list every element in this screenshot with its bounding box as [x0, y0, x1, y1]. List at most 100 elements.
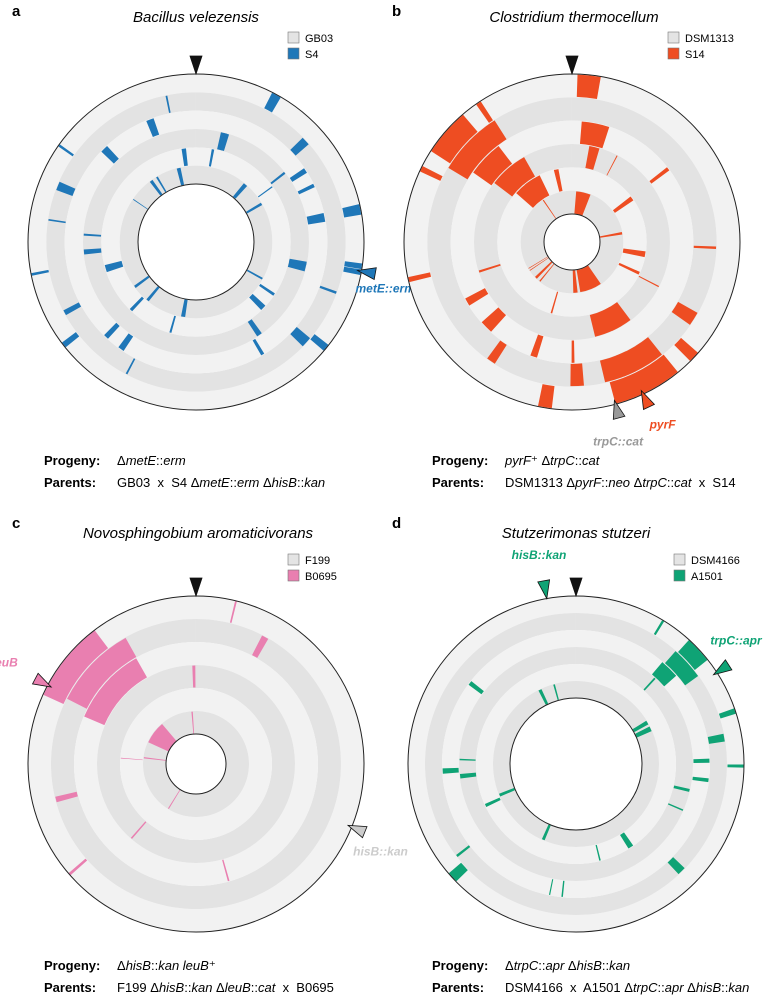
genome-segment — [48, 218, 66, 224]
genome-segment — [459, 758, 476, 761]
genotype-run: :: — [230, 475, 237, 490]
genome-segment — [344, 261, 363, 270]
legend-label: S4 — [305, 49, 318, 61]
genome-segment — [252, 635, 269, 658]
panel-letter: c — [12, 515, 20, 532]
genome-segment — [143, 757, 166, 761]
genome-segment — [165, 95, 171, 113]
parents-label: Parents: — [432, 980, 484, 995]
genome-segment — [468, 681, 484, 695]
genome-segment — [181, 148, 188, 167]
genome-segment — [120, 757, 143, 761]
legend-label: GB03 — [305, 33, 333, 45]
genome-segment — [246, 202, 263, 214]
progeny-label: Progeny: — [432, 958, 488, 973]
genotype-run: apr — [665, 980, 684, 995]
genome-ring-plot — [403, 73, 741, 411]
genome-segment — [516, 175, 550, 208]
position-marker — [569, 577, 583, 598]
genotype-run: trpC — [514, 958, 539, 973]
genome-segment — [67, 637, 137, 709]
genome-segment — [431, 114, 478, 164]
legend-swatch — [673, 569, 686, 582]
genome-ring-plot — [407, 595, 745, 933]
genome-segment — [343, 266, 362, 276]
genome-segment — [718, 708, 736, 719]
genome-segment — [246, 269, 263, 280]
genome-center — [543, 213, 601, 271]
genome-segment — [456, 845, 471, 857]
genome-segment — [538, 689, 549, 705]
genome-segment — [290, 137, 309, 156]
parents-genotype: F199 ΔhisB::kan ΔleuB::cat x B0695 — [117, 980, 334, 995]
genome-segment — [599, 337, 662, 383]
position-marker — [189, 55, 203, 76]
marker-label: hisB::kan — [353, 845, 408, 859]
genome-track — [119, 688, 272, 841]
genome-segment — [571, 340, 575, 363]
marker-label: leuB — [0, 656, 18, 670]
genotype-run: x B0695 — [275, 980, 334, 995]
genome-segment — [528, 256, 548, 269]
genome-segment — [622, 832, 634, 847]
genome-ring-plot — [27, 73, 365, 411]
genome-segment — [84, 658, 147, 726]
genome-segment — [481, 307, 507, 332]
legend-swatch — [667, 47, 680, 60]
genotype-run: Δ — [684, 980, 697, 995]
progeny-label: Progeny: — [432, 453, 488, 468]
legend-swatch — [287, 569, 300, 582]
genotype-run: DSM4166 x A1501 Δ — [505, 980, 633, 995]
genome-segment — [63, 302, 82, 316]
genome-segment — [229, 601, 237, 623]
genome-segment — [83, 248, 102, 255]
genotype-run: hisB — [159, 980, 185, 995]
genome-segment — [448, 122, 504, 180]
genome-segment — [31, 269, 49, 276]
genotype-run: pyrF — [574, 475, 602, 490]
marker-label: pyrF — [649, 418, 677, 432]
genome-segment — [169, 315, 176, 333]
genotype-run: GB03 x S4 Δ — [117, 475, 200, 490]
genome-segment — [678, 640, 708, 670]
genome-segment — [83, 233, 102, 237]
legend-swatch — [287, 31, 300, 44]
genome-segment — [181, 299, 188, 318]
genome-segment — [104, 260, 124, 273]
genome-center — [509, 697, 643, 831]
genotype-run: :: — [251, 980, 258, 995]
genome-segment — [667, 857, 685, 875]
genome-segment — [146, 286, 160, 302]
genome-segment — [649, 167, 670, 184]
genome-segment — [62, 332, 80, 348]
marker-group: leuBhisB::kan — [0, 577, 408, 859]
progeny-genotype: ΔmetE::erm — [117, 453, 186, 468]
genome-segment — [673, 785, 690, 792]
genome-segment — [539, 263, 555, 282]
genome-segment — [664, 651, 699, 686]
genotype-run: neo — [608, 475, 630, 490]
legend-label: F199 — [305, 555, 330, 567]
genome-segment — [133, 199, 148, 210]
genome-segment — [651, 662, 677, 687]
genome-segment — [146, 118, 160, 138]
genome-segment — [342, 204, 362, 218]
genome-segment — [484, 797, 501, 807]
legend: DSM1313 S14 — [667, 31, 734, 61]
genome-segment — [529, 257, 549, 271]
genotype-run: erm — [163, 453, 186, 468]
legend: GB03 S4 — [287, 31, 333, 61]
genotype-run: :: — [575, 453, 582, 468]
genotype-run: Δ — [117, 958, 126, 973]
parents-genotype: DSM4166 x A1501 ΔtrpC::apr ΔhisB::kan — [505, 980, 749, 995]
genotype-run: cat — [258, 980, 277, 995]
genome-segment — [289, 258, 307, 266]
genotype-run: Δ — [212, 980, 225, 995]
genotype-run: :: — [156, 453, 163, 468]
genome-segment — [692, 776, 709, 783]
genome-segment — [476, 101, 493, 123]
genome-segment — [653, 620, 665, 636]
genotype-run: :: — [721, 980, 728, 995]
genome-segment — [553, 684, 559, 701]
